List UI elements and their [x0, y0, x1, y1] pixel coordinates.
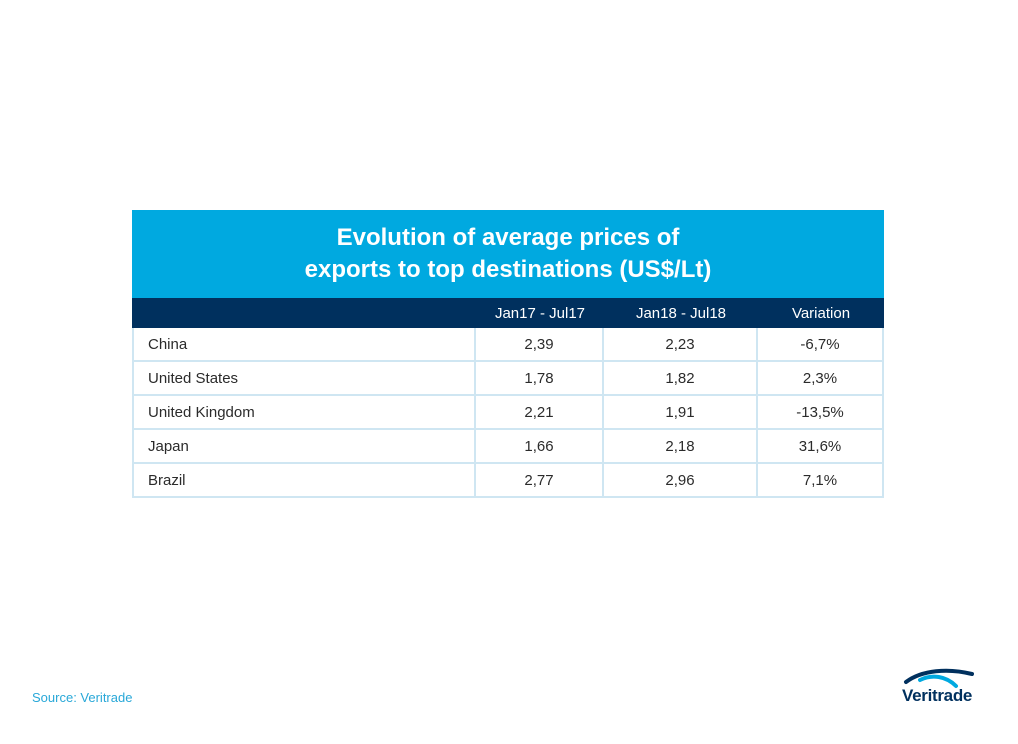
veritrade-logo: Veritrade [900, 668, 986, 714]
table-title: Evolution of average prices of exports t… [132, 210, 884, 298]
cell-value-2018: 1,91 [604, 396, 758, 428]
cell-destination: United States [134, 362, 476, 394]
cell-variation: -13,5% [758, 396, 884, 428]
table-row: Japan 1,66 2,18 31,6% [134, 430, 884, 464]
cell-value-2017: 1,66 [476, 430, 604, 462]
cell-value-2018: 2,96 [604, 464, 758, 496]
table-title-line-2: exports to top destinations (US$/Lt) [304, 256, 712, 283]
table-row: China 2,39 2,23 -6,7% [134, 328, 884, 362]
cell-variation: 7,1% [758, 464, 884, 496]
column-header-variation: Variation [791, 304, 851, 322]
table-row: Brazil 2,77 2,96 7,1% [134, 464, 884, 498]
cell-destination: United Kingdom [134, 396, 476, 428]
logo-arc-icon [904, 668, 974, 688]
cell-value-2017: 2,39 [476, 328, 604, 360]
table-title-line-1: Evolution of average prices of [336, 224, 680, 251]
cell-value-2018: 1,82 [604, 362, 758, 394]
cell-value-2017: 2,21 [476, 396, 604, 428]
logo-wordmark: Veritrade [902, 686, 973, 705]
cell-value-2018: 2,23 [604, 328, 758, 360]
price-table: Evolution of average prices of exports t… [132, 210, 884, 498]
table-header-row: Jan17 - Jul17 Jan18 - Jul18 Variation [132, 298, 884, 328]
cell-variation: 31,6% [758, 430, 884, 462]
cell-value-2018: 2,18 [604, 430, 758, 462]
cell-destination: Brazil [134, 464, 476, 496]
cell-value-2017: 2,77 [476, 464, 604, 496]
table-row: United Kingdom 2,21 1,91 -13,5% [134, 396, 884, 430]
source-note: Source: Veritrade [32, 690, 133, 705]
cell-variation: 2,3% [758, 362, 884, 394]
cell-value-2017: 1,78 [476, 362, 604, 394]
column-header-2018: Jan18 - Jul18 [635, 304, 727, 322]
cell-variation: -6,7% [758, 328, 884, 360]
table-body: China 2,39 2,23 -6,7% United States 1,78 1,82 2… [132, 328, 884, 498]
column-header-2017: Jan17 - Jul17 [494, 304, 586, 322]
cell-destination: China [134, 328, 476, 360]
cell-destination: Japan [134, 430, 476, 462]
table-row: United States 1,78 1,82 2,3% [134, 362, 884, 396]
